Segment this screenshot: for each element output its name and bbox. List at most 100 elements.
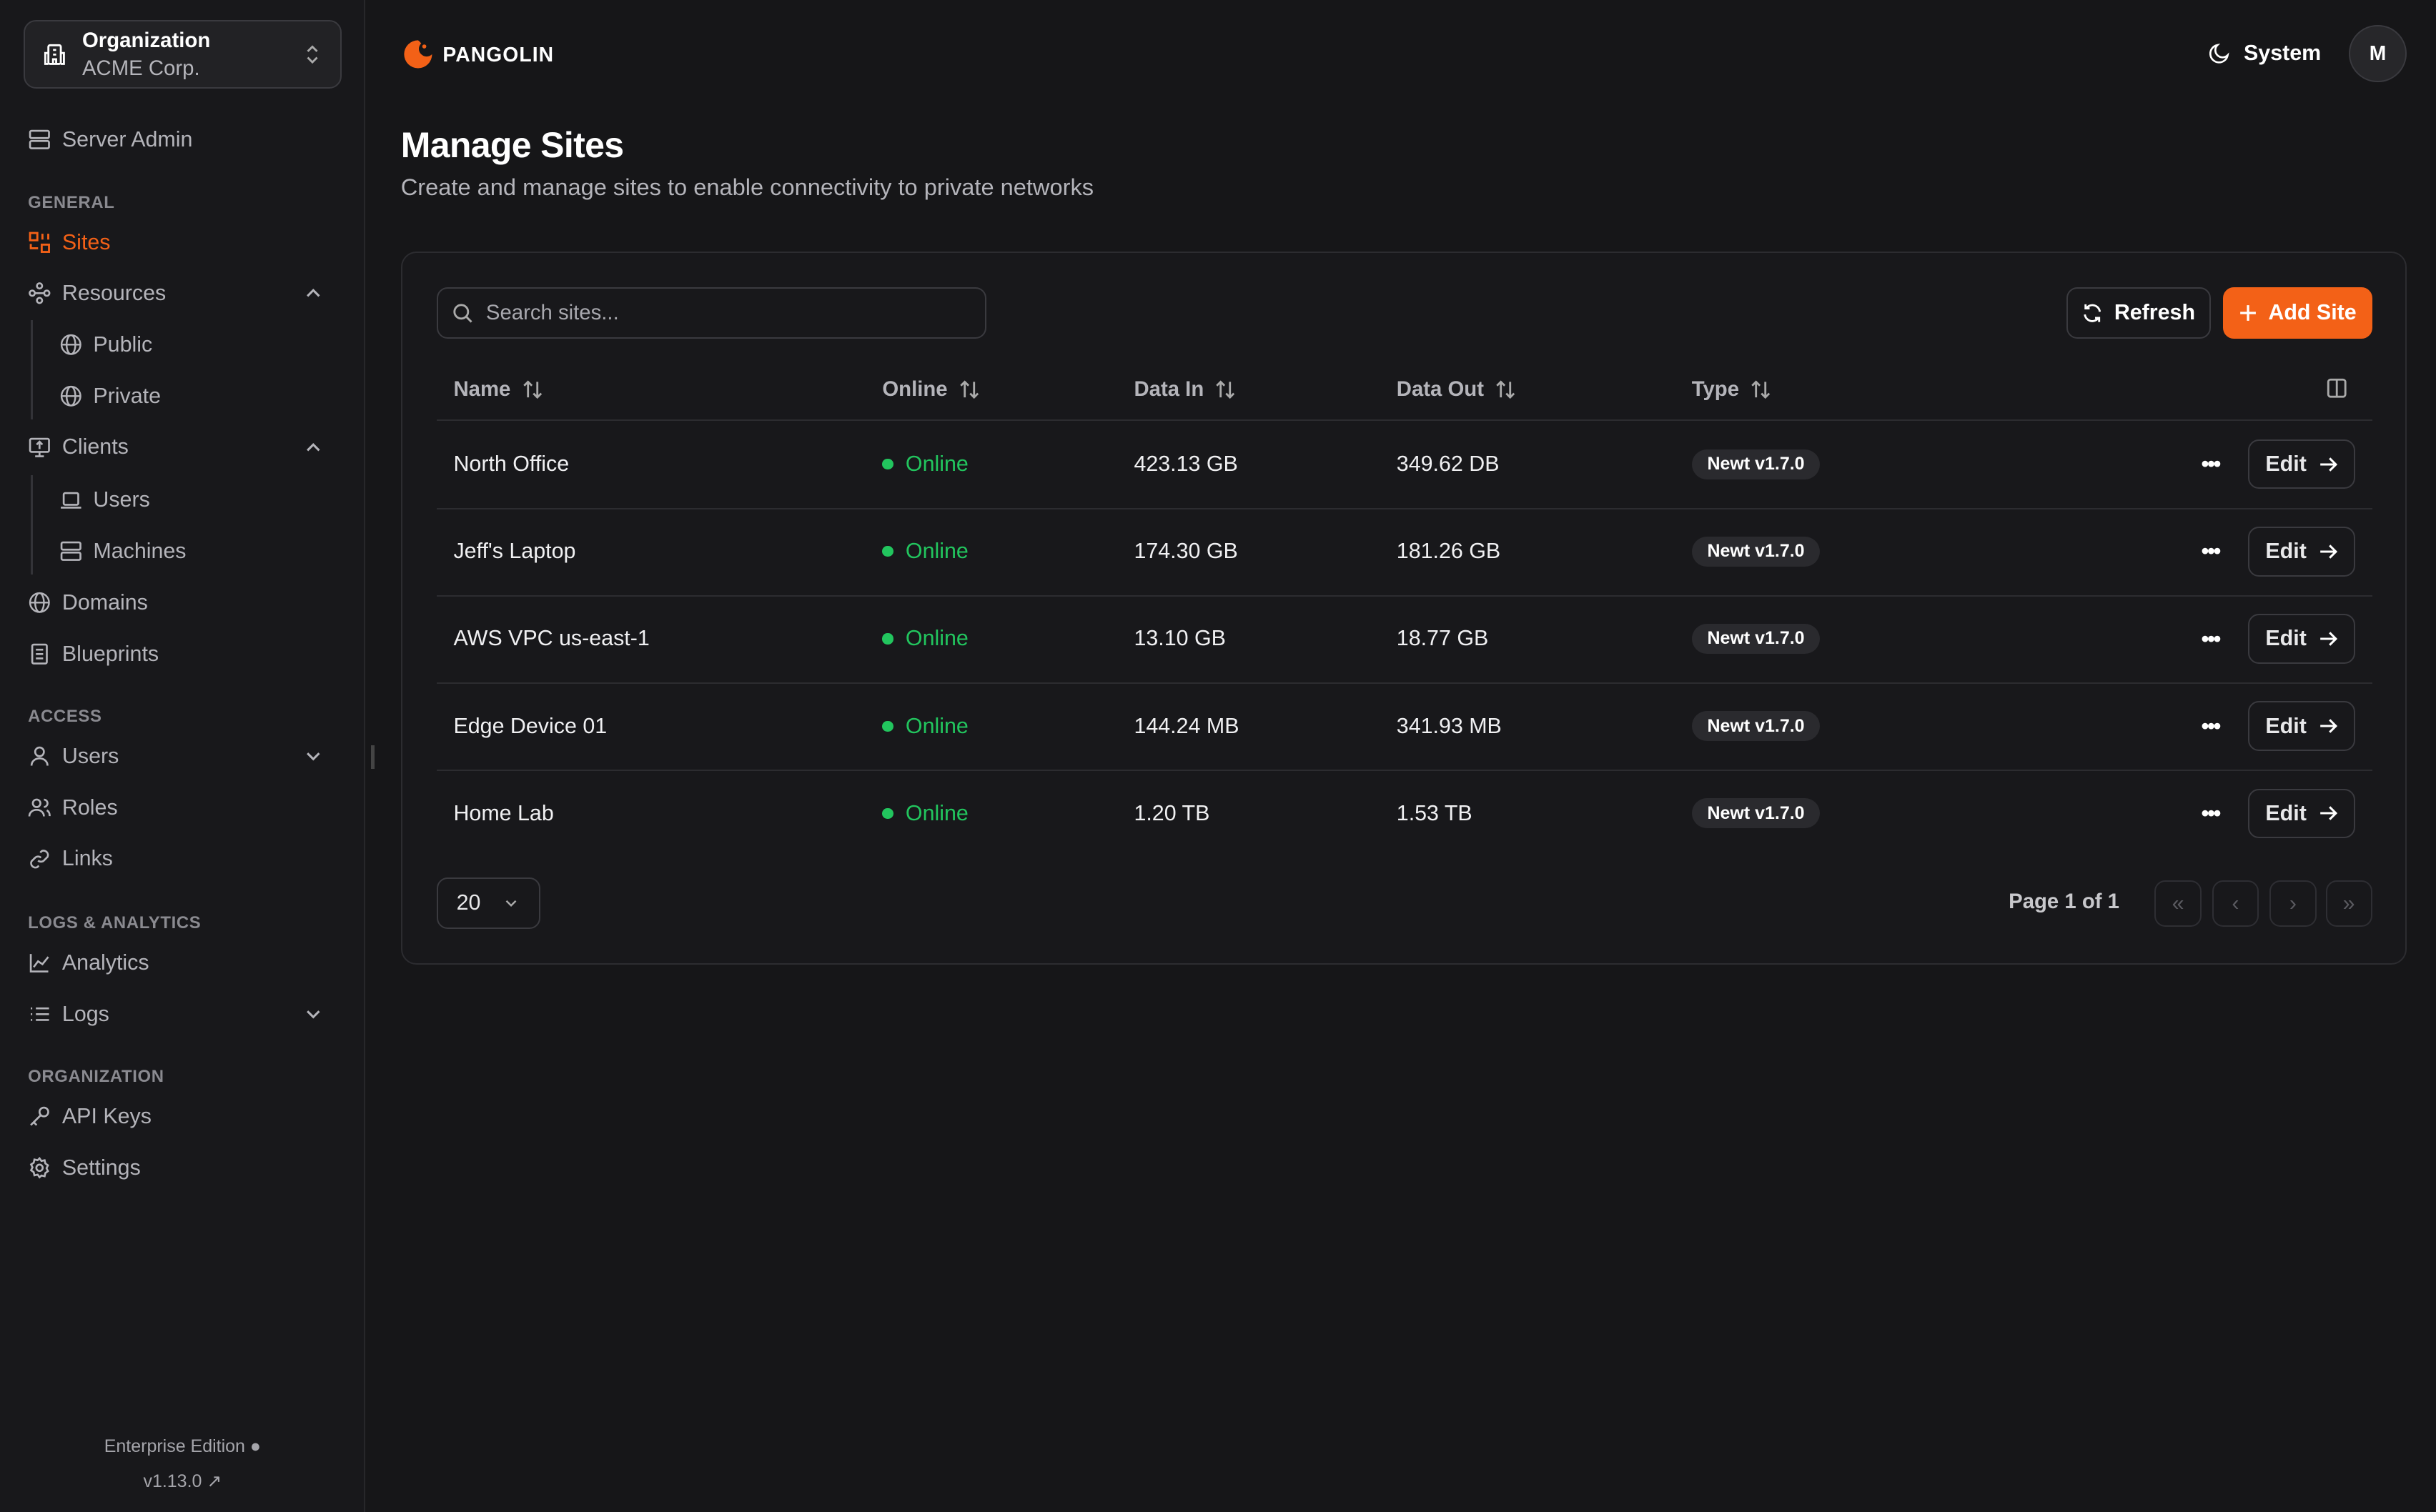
sidebar-item-clients[interactable]: Clients [28,429,336,466]
more-actions-icon[interactable]: ••• [2201,800,2222,825]
add-label: Add Site [2268,300,2357,325]
columns-icon[interactable] [2326,377,2347,399]
arrow-right-icon [2320,806,2338,821]
more-actions-icon[interactable]: ••• [2201,713,2222,738]
avatar[interactable]: M [2349,24,2407,83]
section-general: GENERAL [28,192,115,212]
last-page-button[interactable]: » [2325,880,2372,927]
version-label: v1.13.0 [143,1471,202,1492]
sidebar-item-private[interactable]: Private [59,377,336,414]
column-header[interactable]: Data In [1134,377,1236,402]
sort-icon [1496,380,1515,399]
sidebar-item-links[interactable]: Links [28,840,336,877]
main: PANGOLIN System M Manage Sites Create an… [365,0,2436,1512]
divider [436,507,2372,509]
chevron-up-icon [306,442,320,452]
version-link[interactable]: v1.13.0 ↗ [0,1471,365,1492]
table-row[interactable]: Jeff's Laptop Online 174.30 GB 181.26 GB… [437,508,2372,595]
sidebar-item-roles[interactable]: Roles [28,789,336,826]
theme-toggle[interactable]: System [2208,41,2321,66]
prev-page-button[interactable]: ‹ [2212,880,2259,927]
more-actions-icon[interactable]: ••• [2201,626,2222,651]
column-label: Online [882,377,948,401]
refresh-button[interactable]: Refresh [2066,287,2211,339]
more-actions-icon[interactable]: ••• [2201,539,2222,564]
label: Private [93,383,162,408]
sidebar-item-logs[interactable]: Logs [28,995,336,1033]
sidebar-item-public[interactable]: Public [59,326,336,363]
type-badge: Newt v1.7.0 [1691,623,1821,654]
label: Public [93,332,153,357]
refresh-label: Refresh [2114,300,2196,325]
plus-icon [2240,304,2256,321]
table-row[interactable]: Home Lab Online 1.20 TB 1.53 TB Newt v1.… [437,770,2372,857]
data-out: 18.77 GB [1396,626,1489,651]
page-info: Page 1 of 1 [2009,890,2119,914]
label: Blueprints [61,641,159,666]
sidebar-item-domains[interactable]: Domains [28,584,336,621]
site-name: Edge Device 01 [453,713,608,738]
arrow-right-icon [2320,632,2338,646]
type-badge: Newt v1.7.0 [1691,536,1821,567]
data-in: 13.10 GB [1134,626,1226,651]
edit-button[interactable]: Edit [2247,439,2355,489]
type-cell: Newt v1.7.0 [1691,682,1821,770]
column-label: Data Out [1396,377,1484,401]
section-logs: LOGS & ANALYTICS [28,913,202,933]
resize-handle[interactable] [371,745,375,769]
next-page-button[interactable]: › [2269,880,2317,927]
building-icon [44,44,65,65]
data-in: 423.13 GB [1134,452,1238,477]
arrow-right-icon [2320,544,2338,559]
page-size-select[interactable]: 20 [436,877,541,929]
sidebar-item-api-keys[interactable]: API Keys [28,1098,336,1135]
column-header[interactable]: Online [882,377,980,402]
label: Domains [61,590,148,615]
edit-button[interactable]: Edit [2247,614,2355,664]
label: Clients [61,434,129,459]
page-title: Manage Sites [400,124,624,165]
sidebar-item-users[interactable]: Users [28,737,336,775]
column-header[interactable]: Name [453,377,543,402]
list-icon [31,1007,49,1021]
status-dot [882,807,893,819]
sidebar-item-resources[interactable]: Resources [28,275,336,312]
edit-button[interactable]: Edit [2247,701,2355,751]
edit-label: Edit [2265,452,2307,477]
sidebar-item-settings[interactable]: Settings [28,1149,336,1186]
server-icon [60,542,81,562]
sidebar-item-sites[interactable]: Sites [28,224,336,261]
edit-label: Edit [2265,626,2307,651]
gear-icon [29,1157,49,1179]
site-name: Jeff's Laptop [453,539,576,564]
github-icon: ● [249,1436,262,1457]
sidebar-item-machines[interactable]: Machines [59,533,336,570]
sidebar-item-blueprints[interactable]: Blueprints [28,635,336,672]
divider [31,475,33,575]
table-row[interactable]: AWS VPC us-east-1 Online 13.10 GB 18.77 … [437,595,2372,682]
file-icon [31,643,48,665]
divider [436,769,2372,772]
edit-button[interactable]: Edit [2247,527,2355,577]
table-row[interactable]: North Office Online 423.13 GB 349.62 DB … [437,421,2372,508]
sidebar-item-server-admin[interactable]: Server Admin [28,121,336,159]
edition-link[interactable]: Enterprise Edition ● [0,1436,365,1457]
online-status: Online [882,682,969,770]
edit-button[interactable]: Edit [2247,788,2355,839]
data-out: 349.62 DB [1396,452,1500,477]
search-input[interactable]: Search sites... [436,287,986,339]
column-header[interactable]: Type [1692,377,1772,402]
label: Users [93,487,150,512]
chevrons-up-down-icon [307,45,318,64]
sites-table-card: Search sites... Refresh Add Site Name Onl… [400,252,2407,965]
sidebar-item-client-users[interactable]: Users [59,482,336,519]
org-switcher[interactable]: Organization ACME Corp. [23,20,342,89]
column-header[interactable]: Data Out [1397,377,1517,402]
table-row[interactable]: Edge Device 01 Online 144.24 MB 341.93 M… [437,682,2372,770]
sidebar-item-analytics[interactable]: Analytics [28,944,336,981]
first-page-button[interactable]: « [2154,880,2202,927]
add-site-button[interactable]: Add Site [2223,287,2372,339]
globe-icon [60,334,81,355]
more-actions-icon[interactable]: ••• [2201,452,2222,477]
server-icon [29,130,50,150]
